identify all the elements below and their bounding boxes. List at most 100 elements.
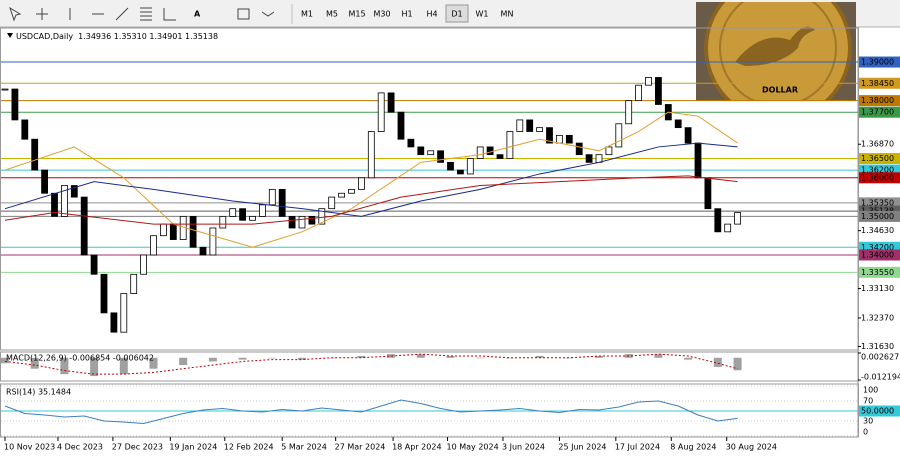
candle (477, 147, 483, 159)
macd-axis-label: 0.002627 (861, 353, 899, 362)
candle (151, 236, 157, 255)
candle (12, 89, 18, 120)
coin-text: DOLLAR (762, 86, 798, 95)
candle (240, 209, 246, 221)
period-button[interactable]: H4 (426, 10, 437, 19)
price-label: 50.0000 (861, 407, 894, 416)
collapse-arrow (7, 33, 13, 38)
rsi-title: RSI(14) 35.1484 (6, 388, 71, 397)
period-button[interactable]: M15 (348, 10, 365, 19)
candle (289, 216, 295, 228)
period-button[interactable]: MN (501, 10, 514, 19)
period-button[interactable]: W1 (476, 10, 489, 19)
rsi-axis-label: 100 (863, 386, 878, 395)
candle (537, 128, 543, 132)
candle (685, 128, 691, 143)
candle (358, 178, 364, 190)
price-label: 1.34000 (861, 250, 894, 259)
macd-bar (268, 358, 276, 359)
candle (101, 274, 107, 313)
candle (42, 170, 48, 193)
rsi-axis-label: 30 (863, 417, 873, 426)
rsi-axis-label: 0 (863, 428, 868, 437)
x-tick-label: 3 Jun 2024 (502, 443, 545, 452)
candle (467, 159, 473, 174)
candle (616, 124, 622, 147)
candle (626, 101, 632, 124)
candle (735, 213, 741, 225)
macd-bar (209, 358, 217, 362)
candle (418, 147, 424, 155)
ohlc: 1.34936 1.35310 1.34901 1.35138 (78, 32, 218, 41)
candle (646, 77, 652, 85)
candle (398, 112, 404, 139)
candle (368, 131, 374, 177)
period-button[interactable]: H1 (401, 10, 412, 19)
candle (141, 255, 147, 274)
price-label: 1.38450 (861, 79, 894, 88)
candle (596, 155, 602, 163)
candle (309, 216, 315, 224)
candle (388, 93, 394, 112)
price-label: 1.36870 (861, 140, 894, 149)
candle (715, 209, 721, 232)
candle (695, 143, 701, 178)
period-button[interactable]: M30 (373, 10, 390, 19)
candle (329, 197, 335, 209)
candle (121, 294, 127, 333)
symbol: USDCAD,Daily (16, 32, 73, 41)
candle (190, 216, 196, 247)
x-tick-label: 19 Jan 2024 (169, 443, 217, 452)
candle (250, 216, 256, 220)
period-button[interactable]: M1 (301, 10, 313, 19)
candle (408, 139, 414, 147)
price-label: 1.37700 (861, 108, 894, 117)
macd-bar (239, 358, 247, 360)
candle (349, 189, 355, 193)
candle (81, 197, 87, 255)
x-tick-label: 4 Dec 2023 (57, 443, 103, 452)
x-tick-label: 27 Mar 2024 (335, 443, 386, 452)
candle (636, 85, 642, 100)
macd-title: MACD(12,26,9) -0.006854 -0.006042 (6, 354, 154, 363)
price-label: 1.35000 (861, 212, 894, 221)
candle (497, 155, 503, 159)
candle (269, 189, 275, 204)
candle (22, 120, 28, 139)
price-label: 1.39000 (861, 58, 894, 67)
x-tick-label: 12 Feb 2024 (224, 443, 274, 452)
candle (556, 135, 562, 143)
candle (517, 120, 523, 132)
candle (160, 224, 166, 236)
candle (339, 193, 345, 197)
price-label: 1.33130 (861, 284, 894, 293)
x-tick-label: 17 Jul 2024 (615, 443, 660, 452)
candle (606, 147, 612, 155)
price-label: 1.31630 (861, 342, 894, 351)
candle (170, 224, 176, 239)
x-tick-label: 8 Aug 2024 (670, 443, 716, 452)
candle (566, 135, 572, 143)
x-tick-label: 18 Apr 2024 (392, 443, 441, 452)
candle (378, 93, 384, 132)
x-tick-label: 10 Nov 2023 (4, 443, 55, 452)
period-button[interactable]: D1 (451, 10, 462, 19)
macd-bar (684, 358, 692, 360)
text-tool[interactable]: A (194, 10, 201, 19)
price-label: 1.33550 (861, 268, 894, 277)
candle (32, 139, 38, 170)
candle (448, 162, 454, 170)
coin-image: DOLLAR (696, 0, 856, 120)
candle (487, 147, 493, 155)
price-label: 1.36000 (861, 173, 894, 182)
candle (2, 89, 8, 90)
candle (705, 178, 711, 209)
price-label: 1.32370 (861, 313, 894, 322)
period-button[interactable]: M5 (326, 10, 338, 19)
candle (279, 189, 285, 216)
x-tick-label: 10 May 2024 (447, 443, 499, 452)
macd-axis-label: -0.012194 (861, 373, 900, 382)
macd-bar (476, 358, 484, 359)
